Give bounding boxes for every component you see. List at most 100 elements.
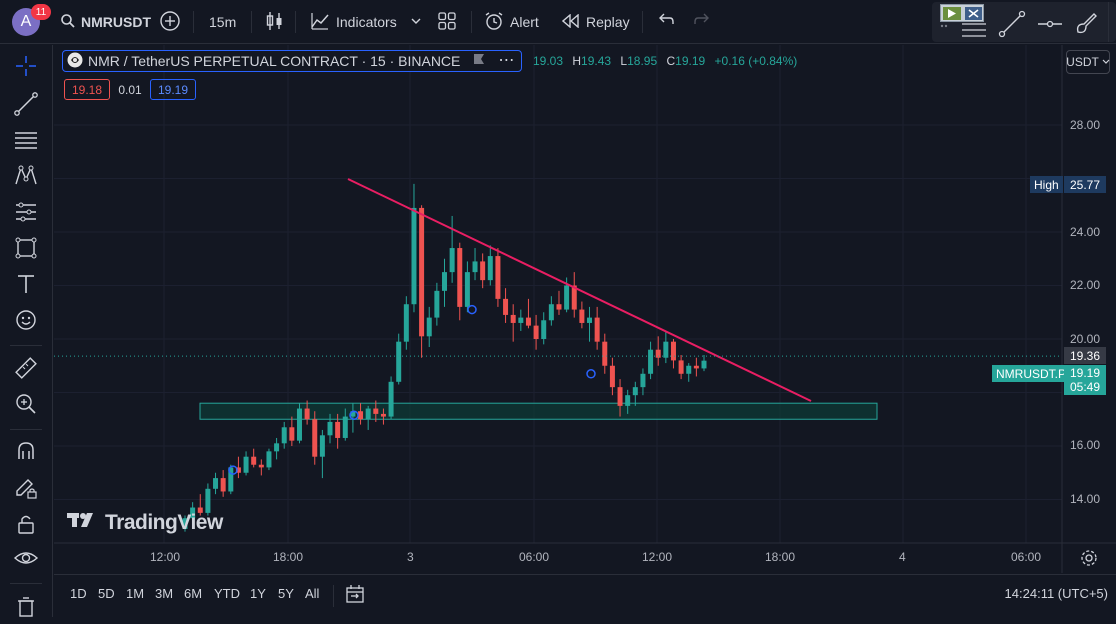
forecast-tool[interactable] [11,199,41,229]
sell-price: 19.18 [71,82,103,97]
range-1d[interactable]: 1D [70,586,87,601]
measure-tool[interactable] [11,355,41,385]
media-controls-overlay[interactable] [940,4,984,22]
calendar-icon [344,585,366,609]
pattern-tool[interactable] [11,163,41,193]
candle-body [556,304,562,310]
tradingview-logo: TradingView [67,511,223,535]
text-tool[interactable] [11,271,41,301]
sell-price-button[interactable]: 19.18 [64,79,110,100]
ruler-icon [13,355,39,386]
candle-body [472,261,478,273]
horizontal-line-icon[interactable] [1036,10,1064,38]
trend-line-icon[interactable] [998,10,1026,38]
crosshair-tool[interactable] [11,53,41,83]
candle-body [495,256,501,299]
chart-settings-icon[interactable] [1080,549,1098,572]
compare-symbol-button[interactable] [159,9,181,35]
time-tick: 3 [407,550,414,564]
range-1y[interactable]: 1Y [250,586,266,601]
symbol-label: NMRUSDT [81,14,151,30]
zoom-in-icon [13,391,39,422]
watermark-text: TradingView [105,511,223,534]
replay-button[interactable]: Replay [561,9,630,35]
open-value: 19.03 [533,54,564,68]
indicators-icon [310,11,330,34]
bar-countdown: 05:49 [1069,380,1101,394]
range-ytd[interactable]: YTD [214,586,240,601]
buy-price-button[interactable]: 19.19 [150,79,196,100]
range-5y[interactable]: 5Y [278,586,294,601]
hide-drawings-tool[interactable] [11,545,41,575]
buy-price: 19.19 [157,82,189,97]
candle-body [487,256,493,281]
candle-body [251,456,257,465]
candle-body [632,387,638,396]
chart-type-button[interactable] [265,9,285,35]
candle-body [670,341,676,361]
undo-button[interactable] [656,9,674,35]
undo-icon [656,13,674,32]
forecast-icon [13,199,39,230]
symbol-legend[interactable]: NMR / TetherUS PERPETUAL CONTRACT · 15 ·… [62,50,523,72]
rectangle-icon [13,235,39,266]
candle-body [525,317,531,326]
range-all[interactable]: All [305,586,320,601]
magnet-tool[interactable] [11,439,41,469]
range-5d[interactable]: 5D [98,586,115,601]
high-label: High [1030,176,1063,193]
candle-body [365,408,371,420]
shapes-tool[interactable] [11,235,41,265]
candle-body [579,309,585,323]
bottom-toolbar: 1D 5D 1M 3M 6M YTD 1Y 5Y All 14:24:11 (U… [54,574,1116,617]
layout-grid-icon [438,11,456,33]
time-tick: 06:00 [1011,550,1042,564]
price-chart[interactable] [54,45,1116,573]
lock-all-tool[interactable] [11,511,41,541]
brush-icon[interactable] [1072,10,1100,38]
notification-count: 11 [35,6,47,18]
event-marker [228,465,238,475]
fib-tool[interactable] [11,127,41,157]
icons-tool[interactable] [11,307,41,337]
change-value: +0.16 (+0.84%) [714,54,798,68]
smiley-icon [13,307,39,338]
lock-drawing-tool[interactable] [11,475,41,505]
close-key: C [666,54,676,68]
more-options-icon[interactable]: ⋯ [498,52,516,69]
indicators-button[interactable]: Indicators [310,9,397,35]
go-to-date-button[interactable] [344,583,366,610]
layouts-button[interactable] [438,9,456,35]
redo-button[interactable] [694,9,712,35]
price-tick: 16.00 [1070,438,1101,452]
toolbar-edge [1108,2,1116,42]
horizontal-lines-icon[interactable] [960,14,988,38]
clock-timezone[interactable]: 14:24:11 (UTC+5) [1004,586,1108,601]
divider [471,11,472,33]
candle-body [419,207,425,337]
currency-select[interactable]: USDT [1066,50,1110,74]
trend-line-tool[interactable] [11,91,41,121]
range-3m[interactable]: 3M [155,586,174,601]
symbol-title: NMR / TetherUS PERPETUAL CONTRACT · 15 ·… [88,53,461,69]
interval-button[interactable]: 15m [209,9,236,35]
candle-body [182,518,188,529]
alert-button[interactable]: Alert [484,9,539,35]
range-1m[interactable]: 1M [126,586,145,601]
candle-body [220,478,226,492]
chart-drawings [54,178,1062,475]
flag-icon[interactable] [472,53,486,70]
redo-icon [694,13,712,32]
candle-body [197,507,203,513]
indicators-menu-button[interactable] [410,9,422,35]
symbol-search-button[interactable]: NMRUSDT [60,9,151,35]
exchange-logo-icon [67,52,83,71]
remove-drawings-tool[interactable] [11,593,41,623]
search-icon [60,13,76,32]
candle-body [602,341,608,366]
range-6m[interactable]: 6M [184,586,203,601]
zoom-in-tool[interactable] [11,391,41,421]
candle-body [312,419,318,457]
chart-pane[interactable] [54,45,1116,573]
chevron-down-icon [410,14,422,30]
